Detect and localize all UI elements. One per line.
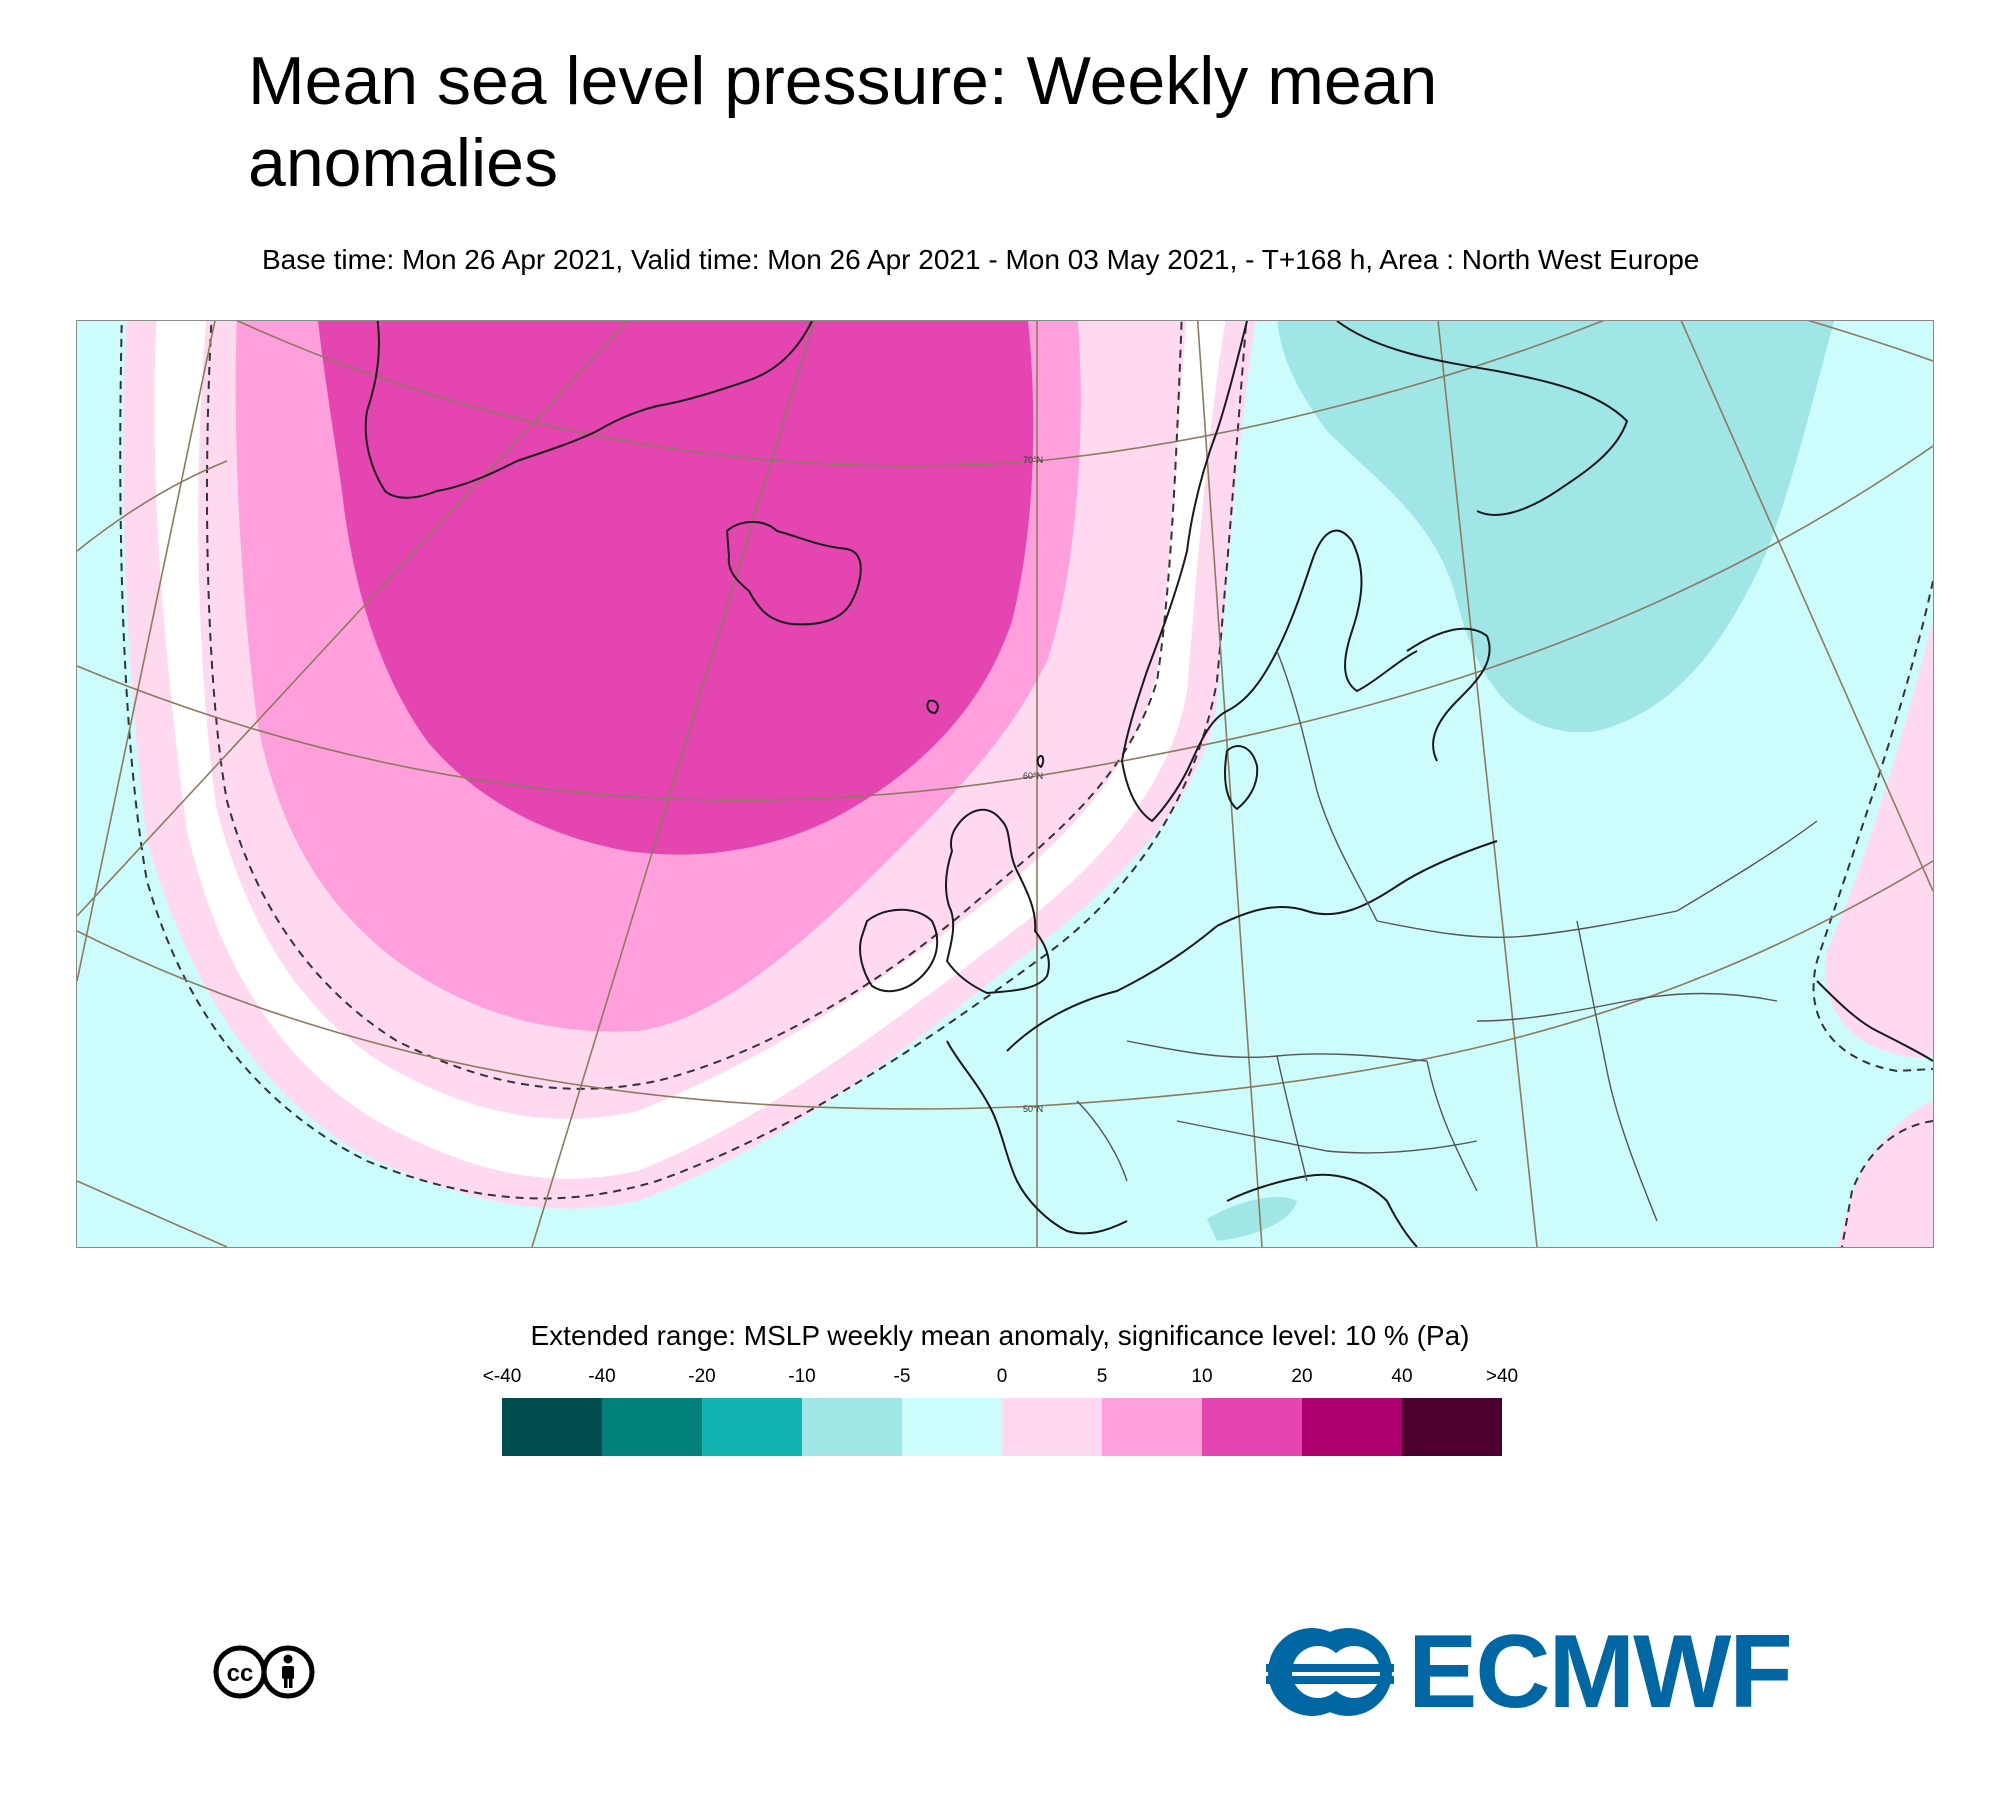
significance-contour-outer bbox=[119, 321, 1248, 1200]
chart-title: Mean sea level pressure: Weekly mean ano… bbox=[248, 43, 1438, 201]
chart-subtitle: Base time: Mon 26 Apr 2021, Valid time: … bbox=[262, 244, 1700, 275]
meridian-1 bbox=[77, 321, 216, 982]
border-1 bbox=[1276, 650, 1378, 922]
legend-label: <-40 bbox=[482, 1366, 522, 1387]
denmark-coast bbox=[1224, 745, 1259, 810]
ecmwf-logo-mark-icon bbox=[1266, 1628, 1394, 1716]
anomaly-region-neg10-alps bbox=[1207, 1197, 1297, 1241]
meridian-5 bbox=[1196, 321, 1263, 1247]
meridian-7 bbox=[1680, 321, 1933, 892]
shetland-islands bbox=[1036, 755, 1045, 768]
anomaly-region-east-pos bbox=[1825, 621, 1933, 1058]
iceland-coast bbox=[726, 521, 862, 626]
creative-commons-by-icon[interactable]: cc bbox=[212, 1644, 318, 1705]
norway-coast bbox=[1121, 321, 1248, 822]
legend-swatch bbox=[702, 1398, 802, 1456]
lat-label-60n: 60°N bbox=[1023, 771, 1043, 781]
legend-swatch bbox=[902, 1398, 1002, 1456]
ireland-coast bbox=[859, 908, 939, 993]
svg-text:cc: cc bbox=[227, 1660, 254, 1687]
map-svg: 70°N 60°N 50°N bbox=[77, 321, 1933, 1247]
meridian-8 bbox=[1807, 321, 1933, 362]
border-4 bbox=[1276, 1055, 1308, 1182]
meridian-9 bbox=[77, 1180, 228, 1247]
border-8 bbox=[1176, 1120, 1478, 1154]
significance-contour-se bbox=[1841, 1120, 1933, 1247]
significance-contour-east bbox=[1812, 580, 1933, 1073]
country-borders bbox=[1076, 650, 1818, 1222]
border-7 bbox=[1576, 920, 1658, 1222]
scandinavia-inner-coast bbox=[1186, 529, 1418, 772]
significance-contours bbox=[119, 321, 1933, 1247]
black-sea-coast bbox=[1816, 980, 1933, 1062]
meridian-10 bbox=[77, 460, 228, 552]
france-iberia-coast bbox=[946, 1040, 1128, 1235]
caspian-baltic-coast bbox=[1406, 627, 1491, 762]
legend-label: 10 bbox=[1191, 1366, 1213, 1387]
meridian-2 bbox=[77, 321, 629, 917]
parallel-70n bbox=[236, 321, 1605, 467]
meridian-6 bbox=[1437, 321, 1538, 1247]
border-10 bbox=[1676, 820, 1818, 912]
legend-swatch bbox=[1302, 1398, 1402, 1456]
border-5 bbox=[1426, 1060, 1478, 1192]
legend-swatch bbox=[1202, 1398, 1302, 1456]
anomaly-region-pos10 bbox=[318, 321, 1034, 855]
legend-label: 40 bbox=[1391, 1366, 1413, 1387]
legend-label: >40 bbox=[1485, 1366, 1519, 1387]
greenland-coast bbox=[364, 321, 813, 499]
legend-swatch bbox=[1102, 1398, 1202, 1456]
meridian-3 bbox=[531, 321, 815, 1247]
significance-contour-inner bbox=[206, 321, 1183, 1090]
legend-label: -5 bbox=[893, 1366, 911, 1387]
ecmwf-logo[interactable]: ECMWF bbox=[1266, 1614, 1793, 1730]
border-2 bbox=[1376, 910, 1678, 938]
legend-colorbar bbox=[502, 1398, 1502, 1456]
legend-label: -10 bbox=[788, 1366, 816, 1387]
border-9 bbox=[1076, 1100, 1128, 1182]
legend-swatch bbox=[602, 1398, 702, 1456]
legend-label: 0 bbox=[996, 1366, 1008, 1387]
continent-north-coast bbox=[1006, 840, 1498, 1052]
lat-label-50n: 50°N bbox=[1023, 1104, 1043, 1114]
legend-swatch bbox=[802, 1398, 902, 1456]
legend-swatch bbox=[1002, 1398, 1102, 1456]
legend-title: Extended range: MSLP weekly mean anomaly… bbox=[530, 1320, 1470, 1351]
lat-label-70n: 70°N bbox=[1023, 455, 1043, 465]
legend-label: 5 bbox=[1096, 1366, 1108, 1387]
faroe-islands bbox=[926, 699, 939, 714]
legend-label: -40 bbox=[588, 1366, 616, 1387]
italy-adriatic-coast bbox=[1226, 1173, 1418, 1247]
anomaly-map: 70°N 60°N 50°N bbox=[76, 320, 1934, 1248]
ecmwf-logo-text: ECMWF bbox=[1408, 1614, 1793, 1730]
anomaly-region-neg10 bbox=[1277, 321, 1835, 733]
coastlines bbox=[364, 321, 1933, 1247]
legend-label: -20 bbox=[688, 1366, 716, 1387]
legend-label: 20 bbox=[1291, 1366, 1313, 1387]
legend-swatch bbox=[502, 1398, 602, 1456]
great-britain-coast bbox=[944, 808, 1050, 994]
cc-by-icon: cc bbox=[213, 1645, 315, 1699]
legend-swatch bbox=[1402, 1398, 1502, 1456]
border-6 bbox=[1476, 992, 1778, 1022]
legend-labels: <-40 -40 -20 -10 -5 0 5 10 20 40 >40 bbox=[450, 1366, 1560, 1390]
kola-white-sea-coast bbox=[1336, 321, 1628, 516]
anomaly-region-se-pos bbox=[1837, 1101, 1933, 1247]
